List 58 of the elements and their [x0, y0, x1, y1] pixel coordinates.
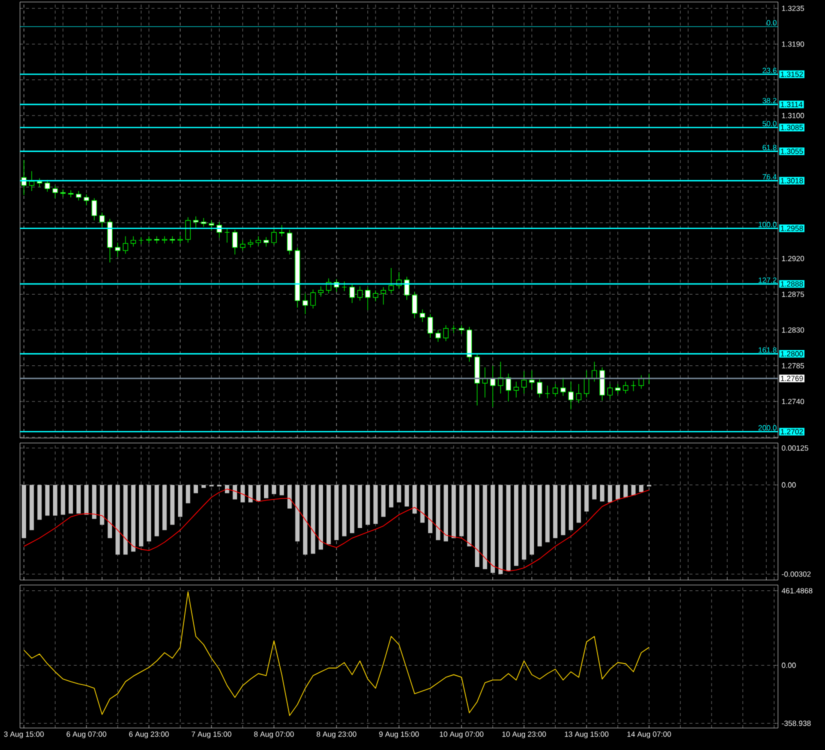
candlestick: [76, 190, 82, 201]
candlestick: [92, 198, 97, 221]
candlestick: [357, 286, 363, 301]
candlestick: [592, 361, 598, 382]
candlestick: [537, 378, 542, 398]
candlestick: [162, 236, 168, 244]
candlestick: [514, 381, 519, 398]
candlestick: [279, 224, 284, 237]
candlestick: [458, 324, 464, 334]
candlestick: [29, 170, 34, 192]
candlestick: [122, 236, 128, 254]
candlestick: [286, 230, 292, 255]
candlestick: [264, 236, 269, 247]
candlestick: [630, 380, 636, 392]
candlestick: [607, 384, 613, 400]
candlestick: [146, 236, 152, 244]
candlestick: [99, 212, 105, 228]
candlestick: [576, 384, 582, 404]
candlestick: [560, 377, 566, 396]
candlestick: [342, 281, 347, 292]
candlestick: [365, 286, 370, 310]
candlestick: [584, 370, 590, 398]
candlestick: [232, 230, 238, 255]
candlestick: [271, 228, 277, 246]
candlestick: [490, 365, 496, 408]
candlestick: [506, 373, 512, 402]
candlestick: [380, 286, 386, 305]
candlestick: [372, 290, 378, 302]
candlestick: [302, 293, 308, 314]
candlestick: [615, 384, 620, 395]
candlestick: [404, 276, 410, 300]
candlestick: [521, 370, 527, 394]
candlestick: [638, 374, 644, 390]
line-series: [24, 591, 650, 716]
candlestick: [318, 286, 324, 297]
candlestick: [240, 240, 246, 251]
line-series: [24, 488, 650, 572]
candlestick: [568, 381, 574, 410]
candlestick: [256, 236, 261, 246]
candlestick: [552, 384, 558, 398]
candlestick: [388, 268, 394, 294]
candlestick: [115, 242, 120, 258]
candlestick: [193, 216, 198, 229]
candlestick: [529, 370, 534, 390]
candlestick: [622, 381, 628, 394]
candlestick: [498, 361, 504, 394]
candlestick: [84, 194, 90, 206]
candlestick: [130, 236, 136, 247]
candlestick: [52, 185, 58, 198]
candlestick: [349, 284, 355, 304]
candlestick: [428, 314, 433, 338]
candlestick: [443, 324, 449, 342]
candlestick: [412, 292, 418, 318]
candlestick: [435, 330, 441, 342]
candlestick: [310, 289, 316, 309]
candlestick: [544, 385, 550, 399]
candlestick: [224, 228, 230, 243]
candlestick: [420, 309, 426, 322]
